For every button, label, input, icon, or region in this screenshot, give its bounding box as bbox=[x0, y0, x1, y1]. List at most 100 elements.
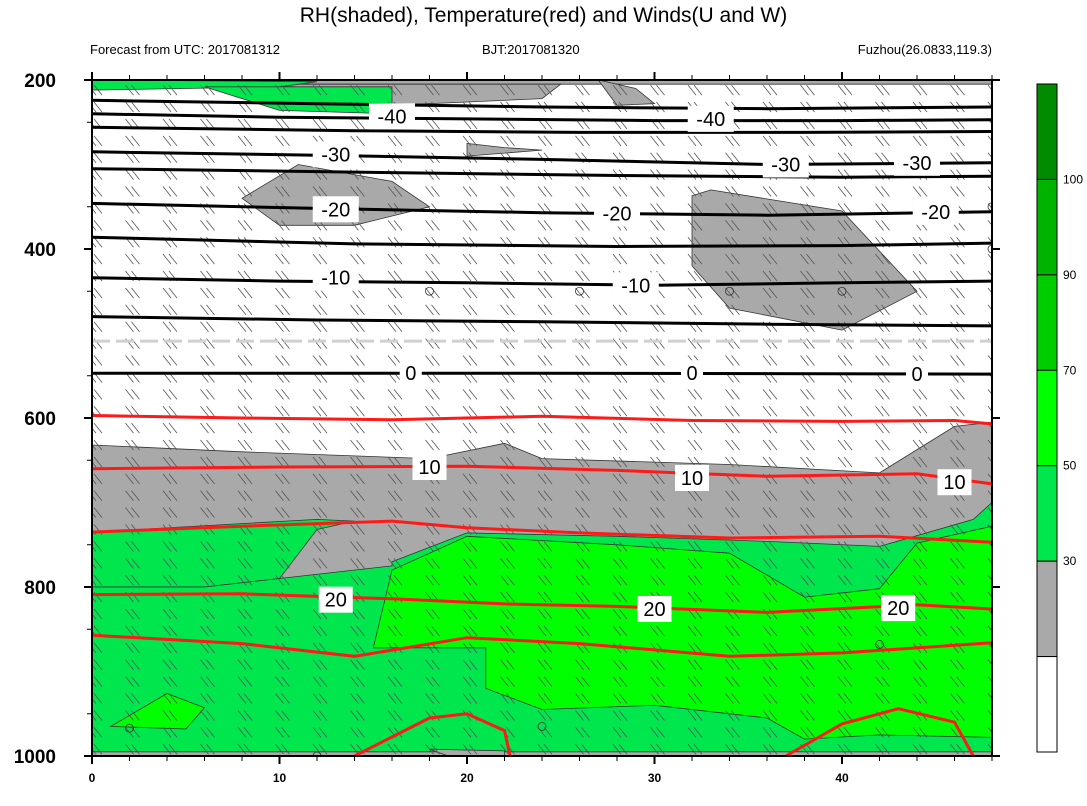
wind-barb bbox=[650, 524, 659, 535]
wind-barb bbox=[462, 676, 472, 687]
wind-barb bbox=[950, 304, 959, 316]
wind-barb bbox=[837, 304, 847, 316]
wind-barb bbox=[275, 220, 284, 231]
wind-barb bbox=[612, 490, 622, 501]
chart-title: RH(shaded), Temperature(red) and Winds(U… bbox=[299, 4, 788, 27]
wind-barb bbox=[843, 422, 853, 434]
wind-barb bbox=[575, 625, 584, 637]
contour-label: 10 bbox=[681, 468, 703, 490]
wind-barb bbox=[912, 743, 922, 755]
wind-barb bbox=[350, 422, 359, 434]
wind-barb bbox=[281, 490, 290, 501]
wind-barb bbox=[237, 473, 247, 485]
wind-barb bbox=[731, 220, 740, 231]
wind-barb bbox=[537, 253, 547, 265]
wind-barb bbox=[612, 355, 622, 366]
temperature-contour-30 bbox=[92, 633, 992, 658]
wind-barb bbox=[994, 457, 1002, 467]
wind-barb bbox=[687, 558, 697, 569]
wind-barb bbox=[131, 389, 140, 400]
wind-barb bbox=[912, 591, 922, 603]
wind-barb bbox=[987, 524, 992, 531]
wind-barb bbox=[425, 558, 434, 569]
wind-barb bbox=[93, 473, 103, 485]
wind-barb bbox=[768, 574, 778, 586]
wind-barb bbox=[243, 439, 253, 451]
wind-barb bbox=[612, 135, 622, 147]
wind-barb bbox=[950, 727, 959, 738]
wind-barb bbox=[806, 405, 815, 417]
wind-barb bbox=[92, 562, 97, 569]
wind-barb bbox=[506, 304, 515, 316]
wind-barb bbox=[581, 304, 590, 316]
wind-barb bbox=[131, 659, 140, 670]
wind-barb bbox=[543, 558, 553, 569]
wind-barb bbox=[393, 253, 403, 265]
wind-barb bbox=[168, 743, 178, 755]
wind-barb bbox=[725, 625, 734, 637]
wind-barb bbox=[506, 490, 515, 501]
wind-barb bbox=[612, 405, 622, 417]
wind-barb bbox=[200, 287, 209, 299]
wind-barb bbox=[837, 659, 847, 670]
wind-barb bbox=[912, 693, 922, 704]
wind-barb bbox=[618, 507, 628, 518]
wind-barb bbox=[312, 574, 322, 586]
wind-barb bbox=[956, 439, 965, 451]
wind-barb bbox=[837, 625, 847, 637]
wind-barb bbox=[237, 710, 247, 721]
wind-barb bbox=[543, 405, 553, 417]
wind-barb bbox=[693, 558, 703, 569]
wind-barb bbox=[131, 220, 140, 231]
wind-barb bbox=[468, 541, 478, 552]
wind-barb bbox=[762, 558, 772, 569]
wind-barb bbox=[994, 153, 1002, 163]
wind-barb bbox=[575, 727, 584, 738]
wind-barb bbox=[875, 439, 884, 451]
wind-barb bbox=[843, 490, 853, 501]
wind-barb bbox=[581, 659, 590, 670]
wind-barb bbox=[237, 304, 247, 316]
temperature-contour--40 bbox=[92, 112, 992, 123]
wind-barb bbox=[393, 473, 403, 485]
wind-barb bbox=[131, 422, 140, 434]
wind-barb bbox=[881, 338, 890, 349]
wind-barb bbox=[125, 389, 134, 400]
wind-barb bbox=[125, 169, 134, 180]
wind-barb bbox=[206, 710, 215, 721]
calm-wind-circle bbox=[425, 286, 434, 296]
wind-barb bbox=[125, 642, 134, 654]
wind-barb bbox=[956, 608, 965, 620]
wind-barb bbox=[725, 253, 734, 265]
wind-barb bbox=[92, 292, 97, 299]
wind-barb bbox=[725, 405, 734, 417]
wind-barb bbox=[687, 591, 697, 603]
wind-barb bbox=[356, 558, 365, 569]
wind-barb bbox=[950, 405, 959, 417]
wind-barb bbox=[243, 389, 253, 400]
contour-label: -10 bbox=[321, 268, 350, 290]
wind-barb bbox=[956, 524, 965, 535]
wind-barb bbox=[243, 473, 253, 485]
wind-barb bbox=[162, 507, 172, 518]
wind-barb bbox=[768, 727, 778, 738]
wind-barb bbox=[987, 169, 992, 176]
wind-barb bbox=[281, 118, 290, 130]
wind-barb bbox=[725, 574, 734, 586]
wind-barb bbox=[281, 355, 290, 366]
wind-barb bbox=[125, 152, 134, 163]
wind-barb bbox=[762, 304, 772, 316]
wind-barb bbox=[800, 659, 809, 670]
wind-barb bbox=[431, 422, 440, 434]
wind-barb bbox=[875, 541, 884, 552]
wind-barb bbox=[275, 186, 284, 197]
wind-barb bbox=[650, 743, 659, 755]
wind-barb bbox=[875, 253, 884, 265]
wind-barb bbox=[93, 693, 103, 704]
wind-barb bbox=[693, 676, 703, 687]
wind-barb bbox=[468, 389, 478, 400]
wind-barb bbox=[912, 524, 922, 535]
wind-barb bbox=[762, 693, 772, 704]
wind-barb bbox=[318, 456, 328, 468]
x-tick-label: 20 bbox=[460, 771, 474, 785]
